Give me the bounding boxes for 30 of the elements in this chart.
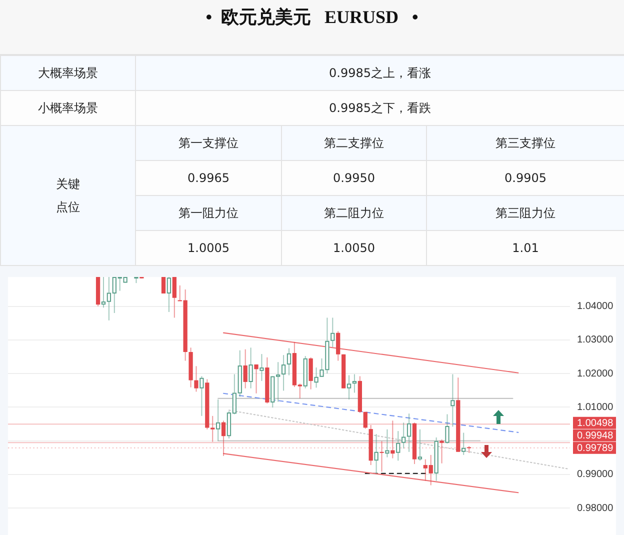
text: 1.0050 [282,230,426,266]
text: 第三支撑位 [426,126,624,160]
text: 0.9905 [426,160,624,196]
text: 第一支撑位 [136,126,282,160]
y-tick-label: 1.04000 [577,301,614,312]
text: 第一阻力位 [136,196,282,230]
candlestick [161,277,166,294]
text: • 欧元兑美元 EURUSD • [0,0,624,55]
text: 0.9950 [282,160,426,196]
text: 第二支撑位 [282,126,426,160]
text: 小概率场景 [0,90,136,126]
text: 第三阻力位 [426,196,624,230]
text: 关键 [55,176,81,192]
text: 第二阻力位 [282,196,426,230]
y-tick-label: 1.03000 [577,334,614,346]
y-tick-label: 1.02000 [577,368,614,380]
text: 1.0005 [136,230,282,266]
text: 0.9965 [136,160,282,196]
ref-line-label: 1.00498 [576,418,614,430]
text: 点位 [55,198,81,216]
text: 0.9985之上，看涨 [136,56,624,90]
y-tick-label: 1.01000 [577,402,614,413]
ref-line-label: 0.99789 [576,443,614,454]
y-tick-label: 0.98000 [577,502,614,514]
y-tick-label: 0.99000 [577,469,614,480]
text: 大概率场景 [0,56,136,90]
candlestick [303,356,308,389]
text: 0.9985之下，看跌 [136,90,624,126]
text: 1.01 [426,230,624,266]
ref-line-label: 0.99948 [576,430,614,442]
